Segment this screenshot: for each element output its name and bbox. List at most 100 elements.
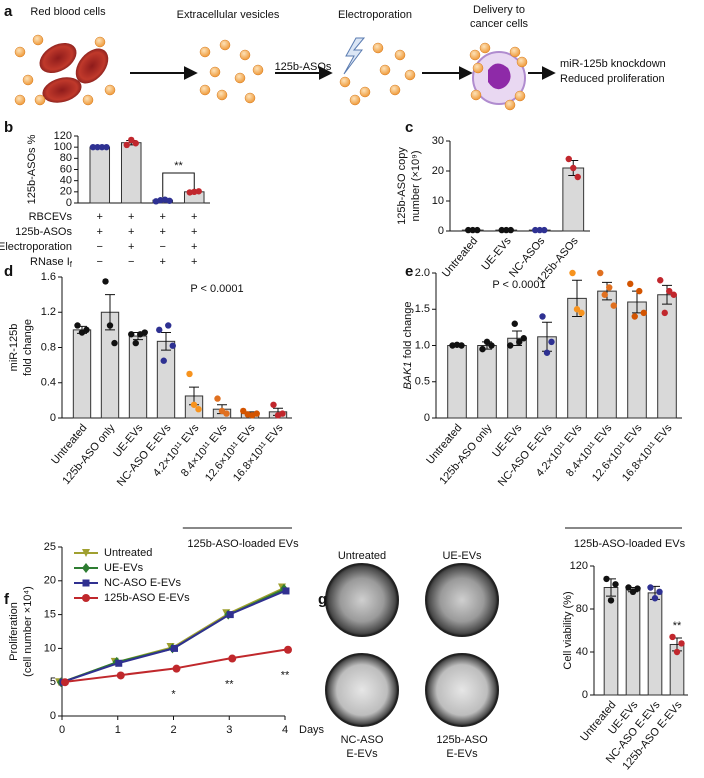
data-point — [520, 335, 527, 342]
table-cell: + — [191, 241, 197, 253]
colony-image — [425, 653, 499, 727]
bar — [477, 345, 497, 419]
y-axis-label: fold change — [22, 319, 34, 376]
y-axis-label-rest: fold change — [402, 301, 414, 358]
table-cell: + — [160, 211, 166, 223]
data-point — [214, 395, 221, 402]
bar — [447, 345, 467, 419]
error-bar — [161, 332, 171, 351]
outcome-label: Reduced proliferation — [560, 73, 665, 85]
data-point — [156, 326, 163, 334]
data-point — [610, 302, 617, 309]
data-point — [507, 342, 514, 349]
data-point — [601, 291, 608, 298]
y-axis-label: BAK1 fold change — [402, 301, 414, 389]
vesicle — [14, 46, 26, 58]
y-tick-label: 120 — [570, 560, 588, 572]
colony-image — [325, 653, 399, 727]
p-value: P < 0.0001 — [190, 283, 243, 295]
image-label: E-EVs — [346, 748, 378, 760]
y-tick-label: 0 — [50, 412, 56, 424]
data-point — [651, 595, 659, 602]
data-point — [597, 269, 604, 277]
vesicle — [252, 64, 264, 76]
data-point — [503, 226, 510, 234]
step-label: Delivery to — [473, 4, 525, 16]
table-cell: − — [160, 241, 166, 253]
y-tick-label: 30 — [432, 135, 444, 147]
data-point — [603, 575, 610, 583]
data-point — [223, 410, 230, 417]
marker — [172, 664, 181, 673]
y-axis-label: number (×10⁹) — [410, 150, 422, 221]
table-cell: + — [160, 226, 166, 238]
vesicle — [239, 49, 251, 61]
vesicle — [244, 92, 256, 104]
data-point — [678, 640, 685, 647]
significance-label: ** — [281, 670, 290, 682]
bar — [603, 587, 619, 696]
data-point — [483, 338, 491, 346]
table-cell: − — [97, 256, 103, 268]
data-point — [539, 313, 546, 320]
data-point — [669, 633, 676, 641]
data-point — [458, 342, 465, 349]
data-point — [640, 309, 647, 317]
table-row-label: 125b-ASOs — [15, 226, 72, 238]
data-point — [186, 370, 193, 378]
image-label: 125b-ASO — [436, 734, 488, 746]
data-point — [128, 331, 135, 338]
x-tick-label: 125b-ASO only — [60, 422, 117, 487]
y-tick-label: 1.6 — [41, 271, 56, 283]
data-point — [541, 226, 548, 234]
data-point — [166, 197, 173, 204]
vesicle — [479, 42, 491, 54]
y-tick-label: 40 — [60, 175, 72, 187]
data-point — [543, 349, 551, 356]
data-point — [469, 226, 476, 234]
vesicle — [359, 86, 371, 98]
series-line — [61, 648, 286, 684]
data-point — [657, 277, 664, 284]
vesicle — [82, 94, 94, 106]
marker — [61, 678, 69, 687]
p-value: P < 0.0001 — [492, 279, 545, 291]
y-tick-label: 25 — [44, 541, 56, 553]
data-point — [570, 164, 577, 172]
y-axis-label: 125b-ASOs % — [26, 134, 38, 204]
data-point — [578, 309, 585, 317]
data-point — [240, 407, 247, 415]
x-tick-label: NC-ASO E-EVs — [496, 422, 555, 489]
y-tick-label: 120 — [54, 130, 72, 142]
y-tick-label: 60 — [60, 163, 72, 175]
data-point — [629, 588, 637, 595]
significance-label: ** — [174, 160, 183, 172]
vesicle — [509, 46, 521, 58]
vesicle — [469, 49, 481, 61]
x-tick-label: 4 — [282, 724, 288, 736]
table-cell: + — [191, 226, 197, 238]
data-point — [536, 226, 543, 234]
table-cell: + — [97, 226, 103, 238]
vesicle — [394, 49, 406, 61]
data-point — [573, 306, 581, 313]
y-tick-label: 0 — [66, 197, 72, 209]
table-row-label-text: RBCEVs — [29, 211, 73, 223]
vesicle — [349, 94, 361, 106]
table-row-label-text: RNase I — [30, 256, 70, 268]
vesicle — [372, 42, 384, 54]
red-blood-cell — [39, 42, 77, 74]
legend-label: UE-EVs — [104, 562, 144, 574]
data-point — [190, 401, 198, 408]
data-point — [106, 322, 114, 329]
vesicle — [404, 69, 416, 81]
x-tick-label: 3 — [226, 724, 232, 736]
bar — [625, 589, 641, 696]
data-point — [488, 342, 495, 349]
data-point — [195, 188, 202, 195]
data-point — [132, 339, 139, 347]
data-point — [111, 339, 118, 347]
group-label: 125b-ASO-loaded EVs — [187, 538, 299, 550]
data-point — [607, 597, 615, 604]
vesicle — [470, 89, 482, 101]
